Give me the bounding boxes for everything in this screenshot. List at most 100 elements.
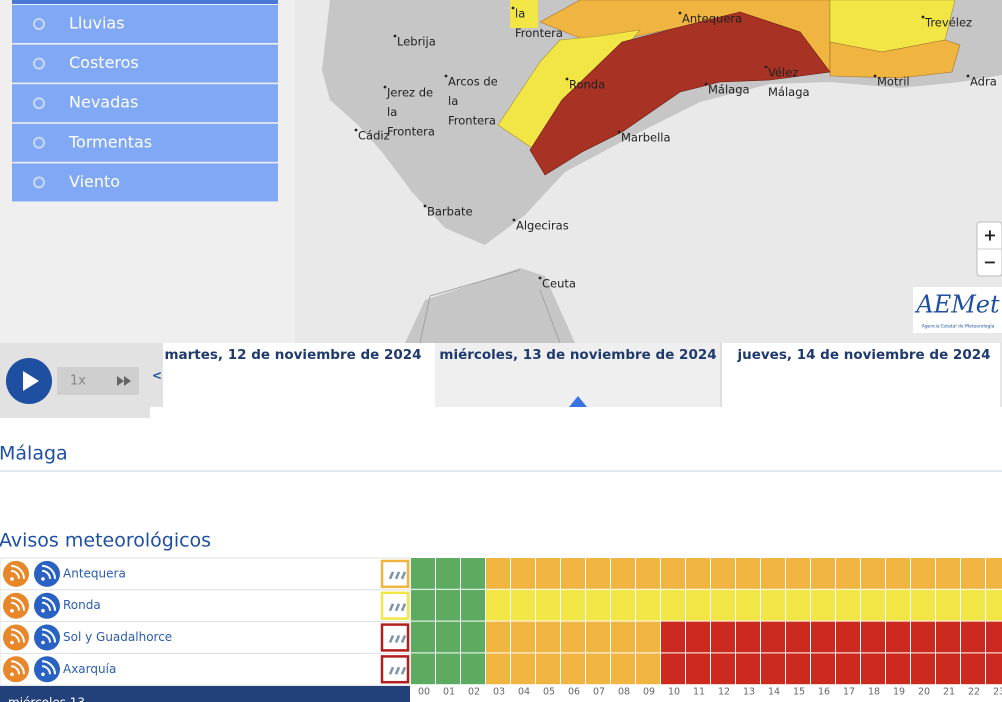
hour-cell xyxy=(986,558,1002,589)
city-dot xyxy=(538,276,542,280)
player-prev-area xyxy=(150,343,163,407)
city-dot xyxy=(565,77,569,81)
menu-label[interactable]: Costeros xyxy=(69,53,139,72)
zone-name[interactable]: Antequera xyxy=(63,566,126,580)
hour-cell xyxy=(836,653,860,685)
date[interactable]: martes, 12 de noviembre de 2024 xyxy=(164,347,421,363)
hour-cell xyxy=(636,589,660,621)
warnings-table: Antequera Ronda Sol y Guadalhorce Axarquía 0… xyxy=(0,557,1002,702)
zone-name[interactable]: Axarquía xyxy=(63,662,116,676)
menu-label[interactable]: Tormentas xyxy=(68,132,152,151)
hour-cell xyxy=(736,558,760,589)
rss-dot xyxy=(41,608,45,613)
menu-icon xyxy=(33,18,45,30)
hour-cell xyxy=(511,621,535,653)
menu-item[interactable] xyxy=(12,123,278,162)
hour-cell xyxy=(511,653,535,685)
hour-cell xyxy=(761,621,785,653)
hour-cell xyxy=(786,558,810,589)
city-label: Algeciras xyxy=(516,219,569,233)
city-label: Jerez de xyxy=(386,86,433,100)
menu-label[interactable]: Lluvias xyxy=(69,14,125,33)
zone-row xyxy=(0,589,411,623)
hour-cell xyxy=(586,653,610,685)
city-dot xyxy=(617,130,621,134)
hour-label: 03 xyxy=(493,687,505,698)
city-dot xyxy=(966,74,970,78)
hour-cell xyxy=(811,589,835,621)
day-label: miércoles 13 xyxy=(8,696,85,702)
border-line xyxy=(419,269,521,344)
hour-label: 19 xyxy=(893,687,905,698)
hour-cell xyxy=(611,621,635,653)
hour-cell xyxy=(911,653,935,685)
hour-cell xyxy=(861,589,885,621)
rss-arc xyxy=(10,564,25,580)
hour-cell xyxy=(586,621,610,653)
hour-label: 21 xyxy=(943,687,955,698)
city-label: Ceuta xyxy=(542,277,576,291)
menu-item[interactable] xyxy=(12,84,278,123)
hour-cell xyxy=(436,621,460,653)
hour-cell xyxy=(486,589,510,621)
menu-item[interactable] xyxy=(12,163,278,202)
city-dot xyxy=(921,15,925,19)
prev-button[interactable]: < xyxy=(152,369,162,383)
hour-cell xyxy=(661,589,685,621)
menu-label[interactable]: Viento xyxy=(69,172,120,191)
hour-cell xyxy=(511,589,535,621)
speed[interactable]: 1x xyxy=(70,374,86,389)
city-label: Ronda xyxy=(569,78,605,92)
hour-cell xyxy=(636,621,660,653)
date[interactable]: miércoles, 13 de noviembre de 2024 xyxy=(439,347,716,363)
cities: la Frontera Lebrija Antequera Trevélez Jerez … xyxy=(354,7,997,291)
hour-cell xyxy=(586,558,610,589)
menu-item[interactable] xyxy=(12,44,278,83)
hour-cell xyxy=(811,558,835,589)
hour-cell xyxy=(761,558,785,589)
menu-item[interactable] xyxy=(12,5,278,43)
zoom-in[interactable]: + xyxy=(983,226,996,245)
rss-dot xyxy=(41,640,45,645)
hour-cell xyxy=(936,589,960,621)
rain-icon xyxy=(388,603,407,612)
hour-cell xyxy=(811,621,835,653)
hour-cell xyxy=(911,558,935,589)
hour-label: 11 xyxy=(693,687,705,698)
hour-cell xyxy=(486,621,510,653)
city-dot xyxy=(383,85,387,89)
hour-cell xyxy=(686,653,710,685)
map: la Frontera Lebrija Antequera Trevélez Jerez … xyxy=(295,0,1002,344)
hour-cell xyxy=(711,589,735,621)
hour-label: 10 xyxy=(668,687,680,698)
border-line xyxy=(539,289,561,344)
hour-cell xyxy=(786,589,810,621)
zoom-out[interactable]: − xyxy=(983,253,996,272)
zone-name[interactable]: Ronda xyxy=(63,598,101,612)
city-label: Frontera xyxy=(387,125,435,139)
hour-label: 04 xyxy=(518,687,530,698)
menu-icon xyxy=(33,136,45,149)
hour-cell xyxy=(911,621,935,653)
hour-label: 23 xyxy=(993,687,1002,698)
city-dot xyxy=(512,218,516,222)
zone-name[interactable]: Sol y Guadalhorce xyxy=(63,630,172,644)
city-label: Frontera xyxy=(515,26,563,40)
fast-forward[interactable] xyxy=(117,376,124,386)
menu-icon xyxy=(33,97,45,110)
rss-arc xyxy=(10,628,25,643)
menu-label[interactable]: Nevadas xyxy=(69,93,138,112)
hour-cell xyxy=(836,558,860,589)
city-label: Barbate xyxy=(427,205,473,219)
hour-cell xyxy=(536,589,560,621)
hour-cell xyxy=(661,558,685,589)
rss-arc xyxy=(41,564,56,580)
hour-cell xyxy=(836,589,860,621)
hour-label: 00 xyxy=(418,687,430,698)
hour-cell xyxy=(786,621,810,653)
hour-label: 02 xyxy=(468,687,480,698)
hour-cell xyxy=(711,653,735,685)
date-pointer xyxy=(569,396,587,407)
hour-cell xyxy=(636,653,660,685)
date[interactable]: jueves, 14 de noviembre de 2024 xyxy=(736,347,990,363)
